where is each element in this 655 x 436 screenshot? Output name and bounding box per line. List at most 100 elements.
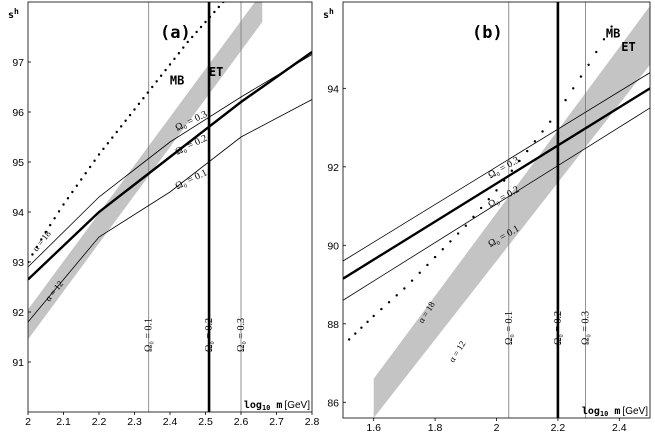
vline-label: Ω₀ = 0.2 [204,318,215,352]
x-tick-label: 2.7 [269,416,284,428]
mb-point [159,74,163,77]
mb-point [556,110,560,114]
mb-point [410,279,414,282]
y-tick-label: 93 [12,257,24,269]
x-axis-label-var: m [270,400,282,411]
mb-point [595,50,598,54]
y-tick-label: 86 [327,397,339,409]
x-tick-label: 2 [25,416,31,428]
x-tick-label: 2.3 [127,416,142,428]
mb-point [71,190,74,194]
panel-label: (b) [472,23,503,43]
alpha-label: α = 18 [31,228,54,253]
y-axis-label: sh [8,7,19,21]
curve-2 [28,99,312,323]
x-axis-label-log: log [582,406,600,417]
curve-2 [343,107,650,301]
y-axis-label-main: s [8,10,14,21]
plot-frame [342,1,651,419]
x-tick-label: 2.6 [234,416,249,428]
mb-point [366,320,369,324]
mb-point [151,85,154,89]
mb-point [93,159,96,162]
mb-point [106,142,110,145]
mb-point [387,301,391,304]
mb-point [354,332,357,335]
x-tick-label: 2.5 [198,416,213,428]
mb-point [75,184,79,187]
plot-area [28,2,312,412]
mb-point [464,224,467,227]
mb-point [502,179,506,182]
x-axis-label: log10 m [GeV] [244,400,310,412]
mb-point [57,210,61,213]
y-axis-label-sup: h [329,7,334,16]
mb-point [495,189,498,192]
mb-point [142,97,145,100]
mb-point [441,248,444,251]
mb-point [572,87,575,90]
mb-point [449,240,452,243]
y-tick-label: 94 [12,207,24,219]
x-tick-label: 2.2 [551,422,566,434]
mb-point [510,169,514,172]
mb-point [88,165,92,169]
mb-point [380,307,383,311]
mb-point [217,5,221,9]
mb-point [549,120,552,123]
et-band [373,5,650,418]
x-axis-label-sub: 10 [262,404,270,412]
x-tick-label: 2.1 [56,416,71,428]
mb-point [418,271,421,274]
x-axis-label-unit: [GeV] [284,400,310,411]
mb-point [526,149,529,153]
mb-point [115,130,118,134]
mb-point [66,197,70,200]
mb-point [80,178,83,181]
x-tick-label: 2.8 [305,416,320,428]
mb-point [48,223,52,227]
curve-1 [343,87,650,280]
model-label-et: ET [209,65,223,79]
x-tick-label: 1.6 [366,422,381,434]
mb-point [44,230,47,234]
y-axis-label-sup: h [14,7,19,16]
x-axis-label-unit: [GeV] [622,406,648,417]
x-tick-label: 2 [494,422,500,434]
x-axis-label: log10 m [GeV] [582,406,648,418]
mb-point [31,253,34,256]
curve-0 [343,72,650,262]
mb-point [133,108,136,111]
mb-point [487,198,491,201]
mb-point [195,30,198,34]
mb-point [433,255,437,259]
mb-point [186,40,189,44]
mb-point [182,46,185,49]
vline-label: Ω₀ = 0.1 [144,318,155,352]
panel-a: 2 2.1 2.2 2.3 2.4 2.5 2.6 2.7 2.8 91 92 93 94 95 96 97 s… [8,1,320,428]
mb-point [403,287,406,290]
mb-point [199,25,203,29]
et-band [28,2,263,340]
mb-point [164,68,167,72]
mb-point [168,63,172,66]
mb-point [137,102,141,106]
model-label-mb: MB [606,26,620,40]
x-tick-label: 1.8 [428,422,443,434]
curve-0 [28,54,312,268]
mb-point [602,38,606,41]
vline-label: Ω₀ = 0.3 [236,318,247,352]
mb-point [62,203,65,206]
y-tick-label: 92 [12,307,24,319]
y-tick-label: 97 [12,57,24,69]
model-label-et: ET [621,40,635,54]
y-tick-label: 91 [12,357,24,369]
mb-point [426,263,429,267]
y-tick-label: 90 [327,240,339,252]
mb-point [347,338,351,341]
mb-point [479,206,483,210]
mb-point [610,25,613,28]
model-label-mb: MB [170,74,184,88]
vline-label: Ω₀ = 0.1 [504,311,515,345]
